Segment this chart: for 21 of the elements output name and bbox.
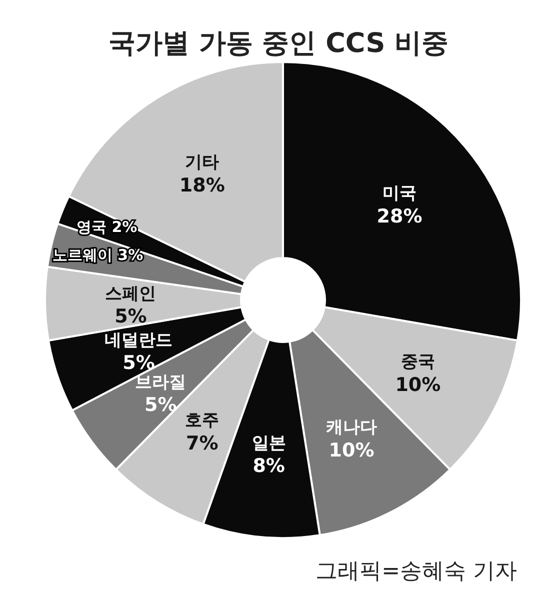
- slice-label: 스페인: [105, 284, 156, 304]
- data-label: 5%: [114, 306, 147, 328]
- data-label: 18%: [179, 174, 225, 196]
- data-label: 28%: [376, 205, 422, 228]
- slice-label: 브라질: [135, 372, 186, 392]
- slice-label: 미국: [382, 183, 417, 204]
- data-label: 10%: [328, 439, 374, 462]
- slice-label: 네덜란드: [104, 330, 173, 350]
- data-label: 5%: [122, 352, 155, 374]
- text: 그래픽=송혜숙 기자: [316, 559, 517, 584]
- data-label: 10%: [395, 374, 441, 396]
- slice-label: 노르웨이 3%: [52, 246, 144, 264]
- slice-label: 기타: [185, 152, 220, 173]
- slice-label: 일본: [252, 433, 286, 454]
- slice-label: 중국: [400, 352, 435, 372]
- data-label: 8%: [252, 455, 285, 478]
- data-label: 7%: [186, 432, 218, 454]
- chart-title: 국가별 가동 중인 CCS 비중: [108, 28, 449, 59]
- data-label: 5%: [144, 394, 177, 416]
- slice-label: 캐나다: [326, 418, 378, 438]
- slice-label: 호주: [185, 410, 220, 431]
